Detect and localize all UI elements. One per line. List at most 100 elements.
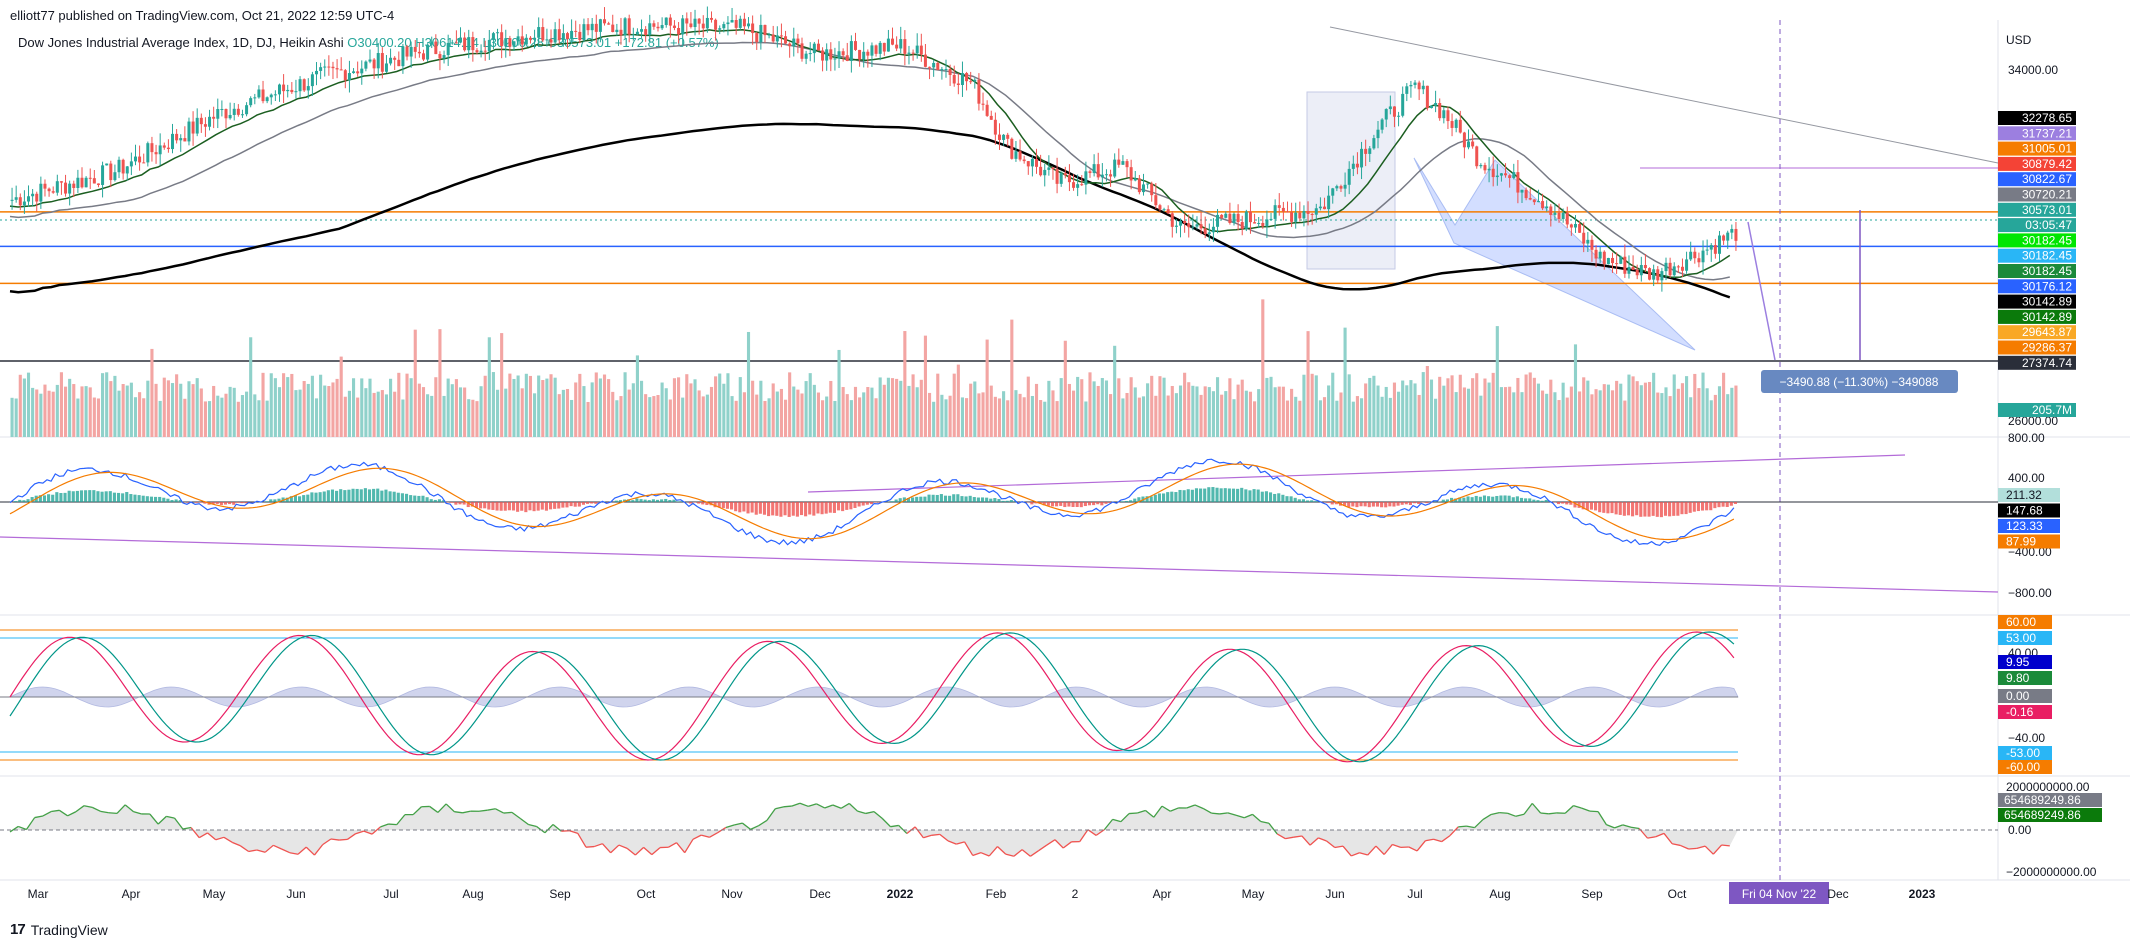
candle-body[interactable] (1072, 182, 1076, 188)
macd-tag[interactable]: 87.99 (1998, 534, 2060, 549)
candle-body[interactable] (1450, 121, 1454, 128)
candle-body[interactable] (364, 61, 368, 69)
osc-tag[interactable]: 9.95 (1998, 655, 2052, 669)
candle-body[interactable] (1030, 158, 1034, 167)
candle-body[interactable] (43, 183, 47, 189)
price-tag[interactable]: 30182.45 (1998, 248, 2076, 263)
candle-body[interactable] (1026, 161, 1030, 167)
candle-body[interactable] (1273, 205, 1277, 219)
area-indicator-pane[interactable] (0, 802, 1998, 857)
candle-body[interactable] (1368, 148, 1372, 154)
candle-body[interactable] (1442, 110, 1446, 119)
candle-body[interactable] (72, 183, 76, 188)
candle-body[interactable] (208, 116, 212, 127)
symbol-title[interactable]: Dow Jones Industrial Average Index, 1D, … (18, 35, 344, 50)
candle-body[interactable] (175, 133, 179, 141)
price-tag[interactable]: 30573.01 (1998, 202, 2076, 217)
candle-body[interactable] (1002, 134, 1006, 140)
candle-body[interactable] (973, 79, 977, 82)
candle-body[interactable] (590, 23, 594, 31)
candle-body[interactable] (1553, 212, 1557, 215)
candle-body[interactable] (508, 38, 512, 47)
candle-body[interactable] (1174, 225, 1178, 227)
candle-body[interactable] (1248, 211, 1252, 223)
candle-body[interactable] (463, 37, 467, 51)
osc-tag[interactable]: -53.00 (1998, 746, 2052, 760)
candle-body[interactable] (796, 38, 800, 44)
candle-body[interactable] (1627, 266, 1631, 274)
price-tag[interactable]: 205.7M (1998, 403, 2076, 417)
candle-body[interactable] (224, 109, 228, 119)
candle-body[interactable] (672, 25, 676, 28)
price-tag[interactable]: 30822.67 (1998, 172, 2076, 187)
candle-body[interactable] (1113, 159, 1117, 177)
candle-body[interactable] (479, 50, 483, 53)
candle-body[interactable] (1512, 172, 1516, 179)
projection-arrow[interactable] (1747, 221, 1776, 361)
candle-body[interactable] (1487, 168, 1491, 171)
candle-body[interactable] (302, 79, 306, 91)
candle-body[interactable] (1294, 212, 1298, 222)
candle-body[interactable] (125, 166, 129, 174)
measure-label-box[interactable] (1761, 370, 1958, 393)
candle-body[interactable] (500, 32, 504, 47)
candle-body[interactable] (10, 199, 14, 201)
candle-body[interactable] (1158, 205, 1162, 210)
candle-body[interactable] (113, 172, 117, 181)
candle-body[interactable] (59, 181, 63, 183)
candle-body[interactable] (1014, 151, 1018, 159)
candle-body[interactable] (1590, 239, 1594, 250)
ma-50-line[interactable] (9, 41, 1730, 281)
candle-body[interactable] (792, 38, 796, 47)
candle-body[interactable] (677, 27, 681, 35)
time-axis[interactable]: Mar Apr May Jun Jul Aug Sep Oct Nov Dec 2022 Feb 2 Ap… (28, 882, 1936, 904)
candle-body[interactable] (1290, 212, 1294, 222)
candle-body[interactable] (146, 143, 150, 163)
price-tag[interactable]: 30182.45 (1998, 233, 2076, 248)
candle-body[interactable] (928, 66, 932, 68)
candle-body[interactable] (648, 23, 652, 35)
price-axis[interactable]: USD34000.0026000.0032278.6531737.2131005… (1998, 33, 2102, 879)
candle-body[interactable] (1409, 84, 1413, 87)
candle-body[interactable] (862, 51, 866, 60)
candle-body[interactable] (496, 32, 500, 34)
candle-body[interactable] (1598, 251, 1602, 259)
candle-body[interactable] (327, 66, 331, 68)
ma-fast-line[interactable] (9, 29, 1731, 279)
candle-body[interactable] (1631, 266, 1635, 270)
candle-body[interactable] (907, 52, 911, 54)
candle-body[interactable] (681, 18, 685, 35)
candle-body[interactable] (1479, 165, 1483, 167)
candle-body[interactable] (1652, 269, 1656, 280)
candle-body[interactable] (853, 41, 857, 50)
candle-body[interactable] (1335, 186, 1339, 189)
candle-body[interactable] (1211, 226, 1215, 233)
candle-body[interactable] (689, 23, 693, 28)
candle-body[interactable] (450, 42, 454, 44)
candle-body[interactable] (1648, 268, 1652, 280)
candle-body[interactable] (903, 39, 907, 54)
candle-body[interactable] (932, 62, 936, 68)
candle-body[interactable] (1623, 256, 1627, 274)
candle-body[interactable] (664, 17, 668, 26)
candle-body[interactable] (800, 43, 804, 59)
candle-body[interactable] (265, 97, 269, 102)
candle-body[interactable] (779, 35, 783, 37)
candle-body[interactable] (1697, 258, 1701, 263)
candle-body[interactable] (261, 89, 265, 102)
candle-body[interactable] (1277, 205, 1281, 208)
candle-body[interactable] (162, 145, 166, 148)
candle-body[interactable] (269, 94, 273, 98)
candle-body[interactable] (339, 69, 343, 71)
candle-body[interactable] (1491, 168, 1495, 178)
candle-body[interactable] (150, 143, 154, 153)
candle-body[interactable] (195, 117, 199, 134)
candle-body[interactable] (1261, 222, 1265, 227)
candle-body[interactable] (1104, 174, 1108, 176)
candle-body[interactable] (1541, 201, 1545, 209)
candle-body[interactable] (825, 49, 829, 61)
candle-body[interactable] (343, 70, 347, 81)
candle-body[interactable] (1318, 206, 1322, 209)
candle-body[interactable] (310, 74, 314, 87)
candle-body[interactable] (635, 31, 639, 35)
